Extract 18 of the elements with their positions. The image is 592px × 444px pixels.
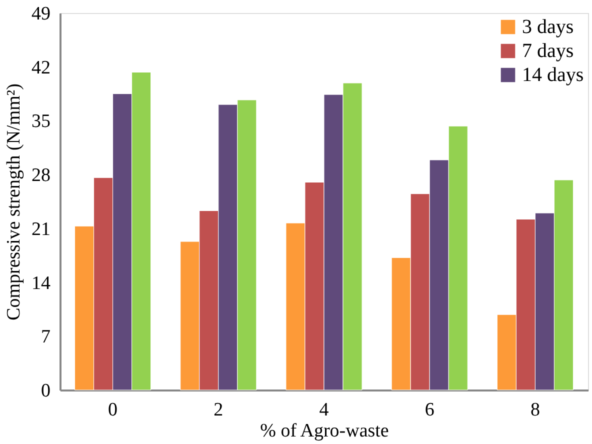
legend-label: 7 days bbox=[522, 40, 574, 62]
legend-label: 14 days bbox=[522, 64, 584, 86]
y-tick-label: 35 bbox=[32, 111, 50, 132]
legend-label: 3 days bbox=[522, 16, 574, 38]
x-tick-label: 6 bbox=[424, 400, 434, 420]
y-tick-label: 21 bbox=[32, 218, 50, 240]
x-tick-label: 8 bbox=[530, 400, 540, 420]
x-tick-label: 2 bbox=[214, 400, 224, 420]
y-tick-label: 49 bbox=[32, 4, 50, 24]
y-tick-label: 28 bbox=[32, 165, 50, 186]
x-tick-label: 0 bbox=[108, 400, 118, 420]
y-tick-label: 0 bbox=[41, 380, 50, 402]
y-tick-label: 14 bbox=[32, 272, 51, 294]
y-tick-label: 42 bbox=[32, 57, 50, 78]
x-tick-label: 4 bbox=[319, 400, 330, 420]
x-axis-title: % of Agro-waste bbox=[260, 420, 389, 442]
y-axis-title: Compressive strength (N/mm²) bbox=[4, 84, 24, 320]
y-tick-label: 7 bbox=[41, 326, 50, 348]
